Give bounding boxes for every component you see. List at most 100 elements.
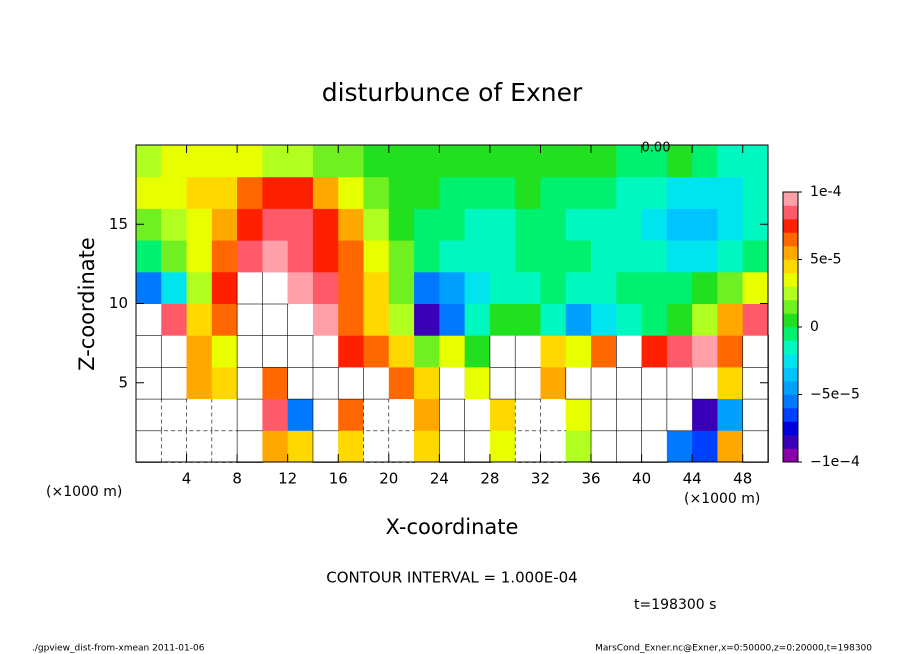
- field-cell: [161, 208, 188, 241]
- field-cell: [388, 335, 415, 368]
- field-cell: [237, 208, 263, 241]
- field-cell: [514, 366, 542, 400]
- field-cell: [414, 271, 440, 304]
- field-cell: [590, 366, 618, 400]
- x-tick-label: 8: [232, 470, 242, 488]
- x-tick-label: 4: [182, 470, 192, 488]
- field-cell: [237, 240, 263, 273]
- field-cell: [641, 176, 668, 209]
- colorbar-swatch: [783, 327, 798, 341]
- field-cell: [363, 303, 390, 336]
- field-cell: [666, 176, 693, 209]
- field-cell: [717, 398, 744, 431]
- field-cell: [692, 271, 718, 304]
- contour-label: 0.00: [642, 141, 671, 156]
- x-tick-label: 32: [531, 470, 550, 488]
- field-cell: [414, 176, 440, 209]
- field-cell: [742, 145, 769, 178]
- field-cell: [211, 366, 238, 400]
- field-cell: [262, 176, 289, 209]
- field-cell: [363, 271, 390, 304]
- field-cell: [540, 303, 567, 336]
- field-cell: [160, 429, 188, 463]
- field-cell: [742, 303, 769, 336]
- field-cell: [540, 366, 567, 400]
- field-cell: [616, 366, 643, 400]
- field-cell: [717, 271, 744, 304]
- field-cell: [464, 335, 491, 368]
- chart-title: disturbunce of Exner: [322, 78, 583, 107]
- field-cell: [262, 398, 289, 431]
- field-cell: [236, 429, 264, 463]
- field-cell: [717, 366, 744, 400]
- field-cell: [338, 303, 365, 336]
- colorbar-swatch: [783, 286, 798, 301]
- field-cell: [540, 271, 567, 304]
- field-cell: [489, 208, 516, 241]
- field-cell: [666, 398, 693, 432]
- field-cell: [565, 430, 592, 463]
- field-cell: [312, 366, 340, 400]
- field-cell: [414, 303, 440, 336]
- field-cell: [211, 145, 238, 178]
- field-cell: [236, 303, 264, 337]
- field-cell: [136, 176, 162, 209]
- field-cell: [590, 429, 618, 463]
- field-cell: [515, 240, 541, 273]
- field-cell: [565, 303, 592, 336]
- field-cell: [160, 366, 188, 400]
- field-cell: [641, 145, 668, 178]
- field-cell: [439, 366, 466, 400]
- field-cell: [565, 176, 592, 209]
- field-cell: [616, 398, 643, 432]
- field-cell: [641, 208, 668, 241]
- field-cell: [742, 398, 769, 432]
- field-cell: [136, 145, 162, 178]
- field-cell: [591, 335, 617, 368]
- field-cell: [262, 145, 289, 178]
- field-cell: [388, 145, 415, 178]
- field-cell: [312, 176, 339, 209]
- field-cell: [439, 271, 466, 304]
- field-cell: [186, 335, 213, 368]
- field-cell: [641, 240, 668, 273]
- colorbar-swatch: [783, 273, 798, 287]
- field-cell: [641, 335, 668, 368]
- field-cell: [211, 335, 238, 368]
- field-cell: [540, 208, 567, 241]
- field-cell: [186, 145, 213, 178]
- field-cell: [211, 398, 238, 432]
- x-tick-label: 48: [733, 470, 752, 488]
- field-cell: [590, 398, 618, 432]
- field-cell: [540, 240, 567, 273]
- field-cell: [742, 271, 769, 304]
- field-cell: [616, 334, 643, 368]
- field-cell: [489, 271, 516, 304]
- field-cell: [692, 176, 718, 209]
- field-cell: [262, 366, 289, 400]
- field-cell: [287, 240, 314, 273]
- field-cell: [414, 430, 440, 463]
- field-cell: [236, 334, 264, 368]
- field-cell: [616, 240, 643, 273]
- field-cell: [262, 430, 289, 463]
- field-cell: [414, 145, 440, 178]
- field-cell: [641, 271, 668, 304]
- field-cell: [388, 240, 415, 273]
- field-cell: [363, 366, 390, 400]
- field-cell: [666, 335, 693, 368]
- field-cell: [464, 271, 491, 304]
- field-cell: [236, 366, 264, 400]
- field-cell: [414, 208, 440, 241]
- field-cell: [337, 366, 365, 400]
- colorbar-tick-label: 0: [810, 319, 819, 335]
- field-cell: [287, 430, 314, 463]
- field-cell: [591, 208, 617, 241]
- field-cell: [717, 303, 744, 336]
- field-cell: [666, 240, 693, 273]
- colorbar-swatch: [783, 205, 798, 220]
- field-cell: [414, 335, 440, 368]
- field-cell: [262, 208, 289, 241]
- field-cell: [692, 145, 718, 178]
